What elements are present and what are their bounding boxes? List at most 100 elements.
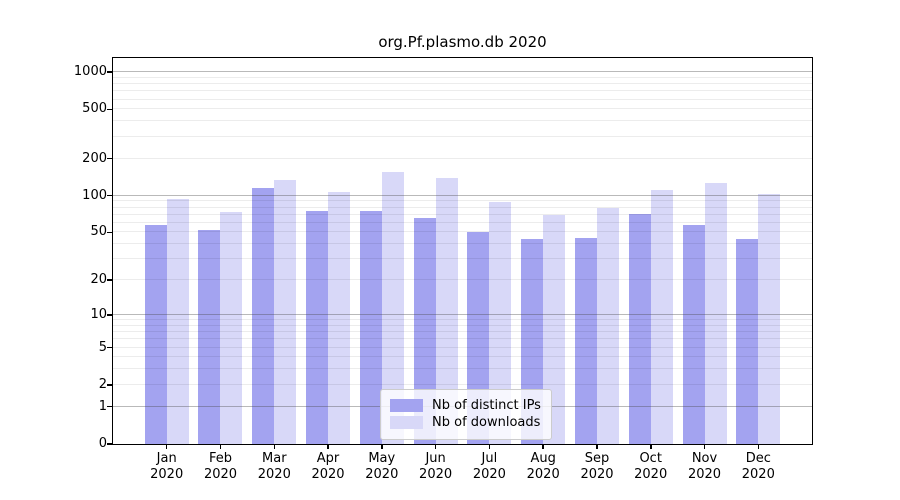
y-tick-label-50: 50 <box>90 224 107 240</box>
gridline-400 <box>113 120 812 122</box>
y-tick-5 <box>107 346 113 349</box>
bar-downloads-sep <box>596 207 619 444</box>
bar-downloads-may <box>381 172 404 444</box>
y-tick-2 <box>107 384 113 386</box>
bar-downloads-mar <box>274 179 297 444</box>
y-tick-20 <box>107 279 113 281</box>
x-tick-jun <box>434 444 437 449</box>
bar-downloads-jul <box>489 202 512 444</box>
gridline-300 <box>113 135 812 137</box>
bar-ips-sep <box>574 237 597 444</box>
gridline-800 <box>113 83 812 85</box>
gridline-8 <box>113 324 812 326</box>
legend: Nb of distinct IPs Nb of downloads <box>380 389 552 440</box>
bar-ips-jun <box>413 217 436 444</box>
x-tick-label-jul: Jul 2020 <box>472 451 506 482</box>
y-tick-label-100: 100 <box>82 187 107 203</box>
x-tick-label-sep: Sep 2020 <box>580 451 614 482</box>
legend-item-distinct-ips: Nb of distinct IPs <box>390 398 541 413</box>
bar-ips-nov <box>682 224 705 444</box>
bar-ips-jan <box>144 225 167 444</box>
y-tick-label-1: 1 <box>98 398 107 414</box>
gridline-3 <box>113 368 812 370</box>
x-tick-label-feb: Feb 2020 <box>203 451 238 482</box>
x-tick-feb <box>219 444 222 449</box>
plot-area: Nb of distinct IPs Nb of downloads <box>113 58 812 444</box>
x-tick-jul <box>488 444 491 449</box>
bar-downloads-aug <box>543 214 566 444</box>
gridline-100 <box>113 194 812 196</box>
bar-downloads-jan <box>166 199 189 444</box>
bar-ips-apr <box>306 210 329 444</box>
x-tick-sep <box>596 444 598 449</box>
gridline-50 <box>113 231 812 233</box>
chart-title: org.Pf.plasmo.db 2020 <box>378 33 547 51</box>
gridline-700 <box>113 90 812 92</box>
legend-swatch-downloads <box>390 416 423 429</box>
x-tick-jan <box>165 444 168 449</box>
bar-ips-dec <box>736 239 759 444</box>
y-tick-label-1000: 1000 <box>73 64 107 80</box>
x-tick-dec <box>757 444 760 449</box>
x-tick-label-aug: Aug 2020 <box>526 451 560 482</box>
y-tick-10 <box>107 314 113 316</box>
y-tick-label-10: 10 <box>90 306 107 322</box>
gridline-80 <box>113 206 812 208</box>
bar-ips-feb <box>198 230 221 444</box>
bar-downloads-apr <box>328 192 351 444</box>
legend-swatch-distinct-ips <box>390 399 423 412</box>
gridline-10 <box>113 313 812 315</box>
x-tick-label-mar: Mar 2020 <box>257 451 291 482</box>
x-tick-label-may: May 2020 <box>365 451 399 482</box>
y-tick-label-0: 0 <box>98 436 107 451</box>
gridline-60 <box>113 221 812 223</box>
y-tick-label-200: 200 <box>82 150 107 166</box>
x-tick-may <box>381 444 383 449</box>
x-tick-mar <box>273 444 275 449</box>
bar-downloads-oct <box>650 189 673 444</box>
gridline-7 <box>113 331 812 333</box>
y-tick-0 <box>107 443 113 445</box>
y-tick-1000 <box>107 71 113 73</box>
x-tick-label-jan: Jan 2020 <box>150 451 184 482</box>
bar-ips-oct <box>628 213 651 444</box>
gridline-500 <box>113 108 812 110</box>
gridline-2 <box>113 383 812 385</box>
legend-label-downloads: Nb of downloads <box>432 415 541 430</box>
bar-downloads-feb <box>220 212 243 444</box>
x-tick-label-apr: Apr 2020 <box>311 451 345 482</box>
bar-ips-mar <box>252 188 275 444</box>
y-tick-label-20: 20 <box>90 272 107 288</box>
gridline-200 <box>113 157 812 159</box>
y-tick-1 <box>107 405 113 408</box>
gridline-6 <box>113 338 812 340</box>
x-tick-oct <box>650 444 652 449</box>
gridline-900 <box>113 76 812 78</box>
gridline-30 <box>113 258 812 260</box>
legend-item-downloads: Nb of downloads <box>390 415 541 430</box>
x-tick-label-dec: Dec 2020 <box>741 451 775 482</box>
gridline-5 <box>113 346 812 348</box>
x-tick-label-nov: Nov 2020 <box>687 451 722 482</box>
y-tick-label-500: 500 <box>82 101 107 117</box>
y-tick-200 <box>107 157 113 160</box>
x-tick-apr <box>327 444 329 449</box>
x-tick-aug <box>542 444 544 449</box>
gridline-20 <box>113 279 812 281</box>
gridline-40 <box>113 243 812 245</box>
y-tick-label-5: 5 <box>98 339 107 355</box>
x-tick-label-jun: Jun 2020 <box>419 451 453 482</box>
bar-downloads-dec <box>758 194 781 444</box>
y-tick-50 <box>107 231 113 234</box>
gridline-1000 <box>113 71 812 73</box>
gridline-9 <box>113 319 812 321</box>
y-tick-100 <box>107 194 113 197</box>
y-tick-500 <box>107 108 113 111</box>
bar-ips-may <box>359 210 382 444</box>
legend-label-distinct-ips: Nb of distinct IPs <box>432 398 541 413</box>
y-tick-label-2: 2 <box>98 376 107 392</box>
bar-downloads-nov <box>704 183 727 444</box>
gridline-600 <box>113 98 812 100</box>
gridline-90 <box>113 200 812 202</box>
